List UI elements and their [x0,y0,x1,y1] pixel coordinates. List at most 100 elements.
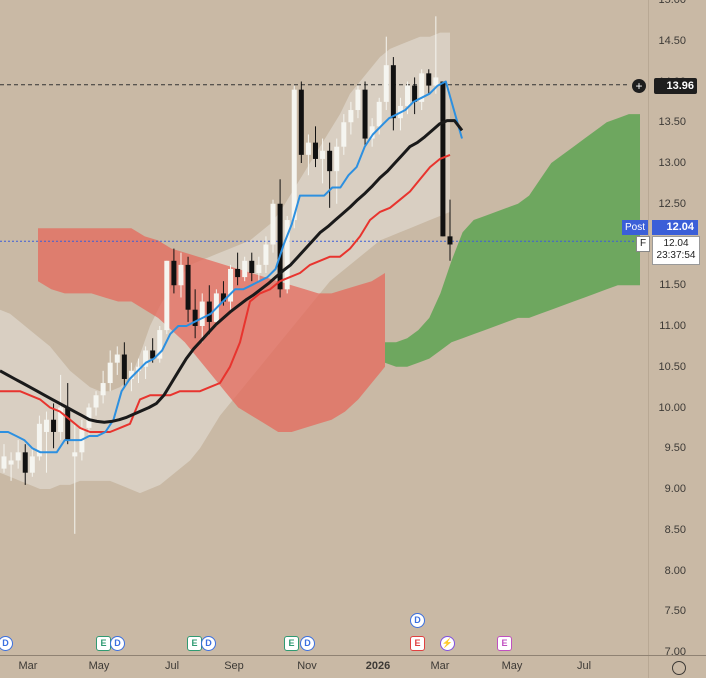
price-axis-divider [648,0,649,678]
event-badge-bolt[interactable]: ⚡ [440,636,455,651]
event-badge-e-pink[interactable]: E [497,636,512,651]
candle-body [327,150,333,172]
y-tick-label: 10.50 [658,360,686,373]
candle-body [419,73,425,102]
x-tick-label: Jul [164,660,180,672]
candle-body [143,350,149,367]
blue-line [0,80,463,454]
candle-body [171,260,177,286]
candle-body [291,89,297,221]
event-badge-e-red[interactable]: E [410,636,425,651]
x-tick-label: May [88,660,110,672]
candle-body [199,301,205,326]
countdown-timer: 23:37:54 [656,250,696,261]
event-badge-d[interactable]: D [110,636,125,651]
y-tick-label: 9.50 [664,442,686,455]
candle-body [65,407,71,441]
candle-body [270,203,276,245]
y-tick-label: 11.00 [659,320,686,332]
last-price-label: 13.96 [654,78,697,94]
candle-body [86,407,92,428]
time-axis-divider [0,655,706,656]
candle-body [263,244,269,265]
candle-body [206,301,212,322]
candle-body [100,383,106,396]
candle-body [15,452,21,461]
candle-body [121,354,127,379]
event-badge-d[interactable]: D [201,636,216,651]
settings-icon[interactable] [672,661,686,675]
black-line [0,119,464,424]
candle-body [51,419,57,432]
x-tick-label: Jul [576,660,592,672]
candle-body [426,73,432,86]
cloud-green [385,114,640,367]
candle-body [164,260,170,331]
x-tick-label: Nov [297,660,317,672]
candle-body [341,122,347,147]
event-badge-d[interactable]: D [300,636,315,651]
candle-body [277,203,283,290]
candle-body [114,354,120,363]
candle-body [22,452,28,473]
candle-body [192,309,198,326]
candle-body [320,150,326,159]
candle-body [369,126,375,139]
add-alert-icon[interactable]: + [632,79,646,93]
x-tick-label: Sep [224,660,244,672]
candle-body [220,293,226,302]
y-tick-label: 8.50 [664,523,686,536]
current-price-value: 12.04 [663,238,689,249]
candle-body [72,452,78,457]
x-tick-label: Mar [18,660,38,672]
candle-body [178,264,184,286]
candle-body [242,260,248,278]
y-tick-label: 13.50 [658,116,686,129]
candle-body [284,220,290,290]
y-tick-label: 8.00 [664,564,686,577]
y-tick-label: 14.50 [658,34,686,47]
candle-body [362,89,368,139]
candle-body [334,146,340,172]
x-tick-label: May [501,660,523,672]
candle-body [405,85,411,106]
candle-body [256,264,262,274]
y-tick-label: 9.00 [664,483,686,495]
candle-body [348,110,354,123]
candle-body [376,101,382,127]
candle-body [107,362,113,384]
event-badge-e[interactable]: E [284,636,299,651]
red-line [0,153,451,433]
candle-body [29,456,35,473]
y-tick-label: 7.00 [664,646,686,658]
candle-body [298,89,304,155]
y-tick-label: 12.50 [658,197,686,210]
candle-body [312,142,318,159]
candle-body [8,460,14,465]
candle-body [433,77,439,86]
y-tick-label: 7.50 [664,605,686,618]
candle-body [228,268,234,302]
candle-body [440,81,446,237]
event-badge-e[interactable]: E [96,636,111,651]
y-tick-label: 11.50 [659,279,686,292]
candle-body [157,330,163,359]
y-tick-label: 15.00 [658,0,686,6]
candle-body [355,89,361,111]
candle-body [383,65,389,102]
event-badge-e[interactable]: E [187,636,202,651]
candle-body [1,456,7,469]
post-market-price: 12.04 [652,220,698,235]
price-chart[interactable] [0,0,648,655]
y-tick-label: 13.00 [658,157,686,169]
candle-body [390,65,396,119]
candle-body [150,350,156,359]
candle-body [305,142,311,155]
candle-body [128,370,134,379]
candle-body [235,268,241,278]
flag-icon[interactable]: F [636,236,650,252]
event-badge-d[interactable]: D [0,636,13,651]
current-price-box: 12.04 23:37:54 [652,236,700,265]
event-badge-d[interactable]: D [410,613,425,628]
